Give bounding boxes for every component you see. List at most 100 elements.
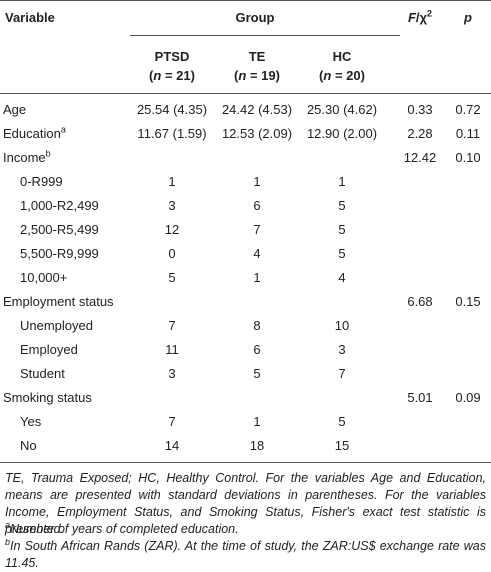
stat: 6.68 xyxy=(407,294,433,309)
header-group: Group xyxy=(235,10,275,25)
label-text: Income xyxy=(3,150,46,165)
label-text: Education xyxy=(3,126,61,141)
footnote-mark: a xyxy=(5,519,11,530)
row-label: 10,000+ xyxy=(20,269,67,287)
header-stat: F/χ2 xyxy=(408,9,432,27)
n: n xyxy=(238,68,247,83)
label-text: Employed xyxy=(20,342,78,357)
cell: 7 xyxy=(168,318,176,333)
footnote-text: In South African Rands (ZAR). At the tim… xyxy=(5,539,486,570)
cell: 18 xyxy=(249,438,265,453)
cell: 25.54 (4.35) xyxy=(136,102,208,117)
stat-sup: 2 xyxy=(427,8,433,19)
cell: 11 xyxy=(165,342,179,357)
row-label: 0-R999 xyxy=(20,173,63,191)
header-p: p xyxy=(464,10,472,25)
p-value: 0.10 xyxy=(455,150,481,165)
count: = 21) xyxy=(161,68,195,83)
rule xyxy=(0,93,491,94)
group-n: (n = 20) xyxy=(319,67,365,85)
cell: 12.90 (2.00) xyxy=(306,126,378,141)
cell: 14 xyxy=(164,438,180,453)
cell: 5 xyxy=(253,366,261,381)
label-text: 1,000-R2,499 xyxy=(20,198,99,213)
footnote: TE, Trauma Exposed; HC, Healthy Control.… xyxy=(5,471,486,536)
cell: 3 xyxy=(338,342,346,357)
cell: 1 xyxy=(253,270,261,285)
p-value: 0.11 xyxy=(455,126,481,141)
open: ( xyxy=(149,68,154,83)
cell: 10 xyxy=(334,318,350,333)
label-text: 2,500-R5,499 xyxy=(20,222,99,237)
stat: 0.33 xyxy=(407,102,433,117)
row-label: Employed xyxy=(20,341,78,359)
label-sup: b xyxy=(45,148,51,159)
row-label: No xyxy=(20,437,37,455)
stat: 2.28 xyxy=(407,126,433,141)
cell: 12 xyxy=(164,222,180,237)
n: n xyxy=(153,68,162,83)
cell: 8 xyxy=(253,318,261,333)
row-label: 5,500-R9,999 xyxy=(20,245,99,263)
group-name: HC xyxy=(332,49,352,64)
count: = 20) xyxy=(331,68,365,83)
cell: 11.67 (1.59) xyxy=(137,126,207,141)
p-value: 0.15 xyxy=(455,294,481,309)
cell: 5 xyxy=(338,414,346,429)
n: n xyxy=(323,68,332,83)
row-label: Educationa xyxy=(3,125,66,143)
cell: 4 xyxy=(253,246,261,261)
group-name: TE xyxy=(248,49,266,64)
footnote-b: bIn South African Rands (ZAR). At the ti… xyxy=(5,536,486,572)
label-sup: a xyxy=(60,124,66,135)
open: ( xyxy=(319,68,324,83)
row-label: Smoking status xyxy=(3,389,92,407)
p-value: 0.09 xyxy=(455,390,481,405)
cell: 1 xyxy=(168,174,176,189)
cell: 4 xyxy=(338,270,346,285)
cell: 1 xyxy=(338,174,346,189)
label-text: 10,000+ xyxy=(20,270,68,285)
rule xyxy=(0,0,491,1)
header-variable: Variable xyxy=(5,10,55,25)
stat: 5.01 xyxy=(407,390,433,405)
cell: 3 xyxy=(168,366,176,381)
group-n: (n = 19) xyxy=(234,67,280,85)
cell: 3 xyxy=(168,198,176,213)
cell: 5 xyxy=(338,222,346,237)
cell: 15 xyxy=(334,438,350,453)
cell: 6 xyxy=(253,198,261,213)
cell: 5 xyxy=(338,246,346,261)
rule xyxy=(0,462,491,463)
cell: 12.53 (2.09) xyxy=(221,126,293,141)
cell: 1 xyxy=(253,174,261,189)
row-label: Unemployed xyxy=(20,317,93,335)
cell: 7 xyxy=(338,366,346,381)
label-text: Age xyxy=(3,102,27,117)
row-label: Incomeb xyxy=(3,149,51,167)
label-text: Yes xyxy=(20,414,42,429)
open: ( xyxy=(234,68,239,83)
row-label: Student xyxy=(20,365,65,383)
cell: 5 xyxy=(338,198,346,213)
footnote-text: Number of years of completed education. xyxy=(10,522,239,536)
cell: 0 xyxy=(168,246,176,261)
label-text: Student xyxy=(20,366,65,381)
rule xyxy=(130,35,400,36)
cell: 7 xyxy=(168,414,176,429)
label-text: Unemployed xyxy=(20,318,93,333)
cell: 24.42 (4.53) xyxy=(221,102,293,117)
stat: 12.42 xyxy=(403,150,437,165)
row-label: Employment status xyxy=(3,293,114,311)
footnote-mark: b xyxy=(5,536,11,547)
label-text: 5,500-R9,999 xyxy=(20,246,99,261)
label-text: No xyxy=(20,438,37,453)
cell: 7 xyxy=(253,222,261,237)
row-label: 1,000-R2,499 xyxy=(20,197,99,215)
row-label: 2,500-R5,499 xyxy=(20,221,99,239)
cell: 25.30 (4.62) xyxy=(306,102,378,117)
stat-f: F xyxy=(407,10,416,25)
label-text: Employment status xyxy=(3,294,114,309)
cell: 6 xyxy=(253,342,261,357)
